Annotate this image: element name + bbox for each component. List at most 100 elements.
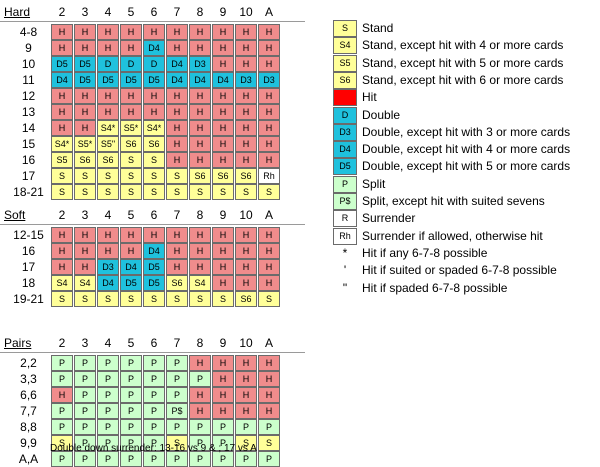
strategy-cell: H — [212, 40, 234, 56]
strategy-cell: D4 — [166, 56, 188, 72]
legend-swatch: S5 — [333, 55, 357, 72]
strategy-cell: H — [258, 275, 280, 291]
strategy-cell: H — [212, 387, 234, 403]
strategy-cell: H — [235, 355, 257, 371]
strategy-cell: S6 — [97, 152, 119, 168]
strategy-cell: D4 — [51, 72, 73, 88]
column-header: 6 — [150, 208, 158, 222]
strategy-cell: H — [120, 243, 142, 259]
strategy-cell: D5 — [143, 259, 165, 275]
strategy-cell: H — [97, 88, 119, 104]
strategy-cell: S4 — [189, 275, 211, 291]
strategy-cell: S6 — [235, 291, 257, 307]
strategy-cell: H — [120, 88, 142, 104]
legend-swatch: D3 — [333, 124, 357, 141]
strategy-cell: H — [51, 40, 73, 56]
column-header: 2 — [58, 208, 66, 222]
strategy-cell: P — [258, 451, 280, 467]
strategy-cell: D3 — [258, 72, 280, 88]
strategy-cell: P — [143, 419, 165, 435]
column-header: A — [264, 208, 273, 222]
row-label: 17 — [21, 260, 36, 274]
column-header: 7 — [173, 5, 181, 19]
strategy-cell: H — [212, 152, 234, 168]
strategy-cell: S4 — [51, 275, 73, 291]
strategy-cell: S — [74, 184, 96, 200]
strategy-cell: S — [97, 168, 119, 184]
column-header: 2 — [58, 336, 66, 350]
column-header: 7 — [173, 336, 181, 350]
strategy-cell: D3 — [235, 72, 257, 88]
strategy-cell: S5* — [74, 136, 96, 152]
strategy-cell: P — [166, 387, 188, 403]
strategy-cell: H — [235, 136, 257, 152]
strategy-cell: H — [120, 104, 142, 120]
strategy-cell: S6 — [120, 136, 142, 152]
strategy-cell: P — [74, 435, 96, 451]
column-header: 9 — [219, 5, 227, 19]
row-label: 16 — [21, 244, 36, 258]
strategy-cell: D4 — [143, 40, 165, 56]
note-mark: ' — [343, 263, 347, 277]
strategy-cell: H — [235, 259, 257, 275]
strategy-cell: H — [74, 227, 96, 243]
strategy-cell: P — [166, 419, 188, 435]
strategy-cell: D5 — [74, 56, 96, 72]
legend-label: Stand — [362, 21, 394, 35]
strategy-cell: H — [258, 104, 280, 120]
strategy-cell: H — [166, 227, 188, 243]
legend-swatch: P$ — [333, 193, 357, 210]
section-title: Soft — [4, 208, 26, 222]
legend-label: Surrender — [362, 211, 416, 225]
note-label: Hit if spaded 6-7-8 possible — [362, 281, 508, 295]
strategy-cell: H — [51, 88, 73, 104]
strategy-cell: S5" — [97, 136, 119, 152]
legend-swatch: H — [333, 89, 357, 106]
legend-label: Stand, except hit with 5 or more cards — [362, 56, 564, 70]
column-header: 10 — [239, 5, 253, 19]
strategy-cell: P — [74, 419, 96, 435]
column-header: 7 — [173, 208, 181, 222]
strategy-cell: H — [97, 24, 119, 40]
strategy-cell: H — [120, 24, 142, 40]
strategy-cell: S — [166, 184, 188, 200]
legend-swatch: R — [333, 210, 357, 227]
column-header: A — [264, 5, 273, 19]
strategy-cell: S4* — [51, 136, 73, 152]
strategy-cell: H — [189, 355, 211, 371]
strategy-cell: S4* — [97, 120, 119, 136]
strategy-cell: H — [212, 227, 234, 243]
strategy-cell: P — [97, 355, 119, 371]
strategy-cell: H — [189, 40, 211, 56]
footnote: Double down surrender: 13-16 vs 9 & ; 17… — [50, 443, 257, 454]
strategy-cell: D3 — [189, 56, 211, 72]
strategy-cell: H — [189, 88, 211, 104]
strategy-cell: H — [97, 104, 119, 120]
strategy-cell: S — [51, 291, 73, 307]
strategy-cell: H — [166, 40, 188, 56]
strategy-cell: P — [51, 371, 73, 387]
strategy-cell: S6 — [235, 168, 257, 184]
legend-swatch: S4 — [333, 37, 357, 54]
strategy-cell: S — [143, 168, 165, 184]
column-header: 10 — [239, 208, 253, 222]
strategy-cell: P — [143, 371, 165, 387]
note-label: Hit if any 6-7-8 possible — [362, 246, 488, 260]
column-header: 8 — [196, 208, 204, 222]
strategy-cell: H — [51, 243, 73, 259]
strategy-cell: H — [212, 403, 234, 419]
strategy-cell: P — [120, 403, 142, 419]
column-header: 9 — [219, 336, 227, 350]
strategy-cell: P — [120, 371, 142, 387]
strategy-cell: D4 — [212, 72, 234, 88]
strategy-cell: H — [97, 243, 119, 259]
strategy-cell: S — [258, 435, 280, 451]
strategy-cell: H — [74, 24, 96, 40]
strategy-cell: H — [212, 24, 234, 40]
row-label: 7,7 — [20, 404, 37, 418]
strategy-cell: H — [258, 120, 280, 136]
strategy-cell: H — [189, 243, 211, 259]
column-header: 3 — [81, 336, 89, 350]
legend-label: Stand, except hit with 4 or more cards — [362, 38, 564, 52]
strategy-cell: S — [235, 184, 257, 200]
